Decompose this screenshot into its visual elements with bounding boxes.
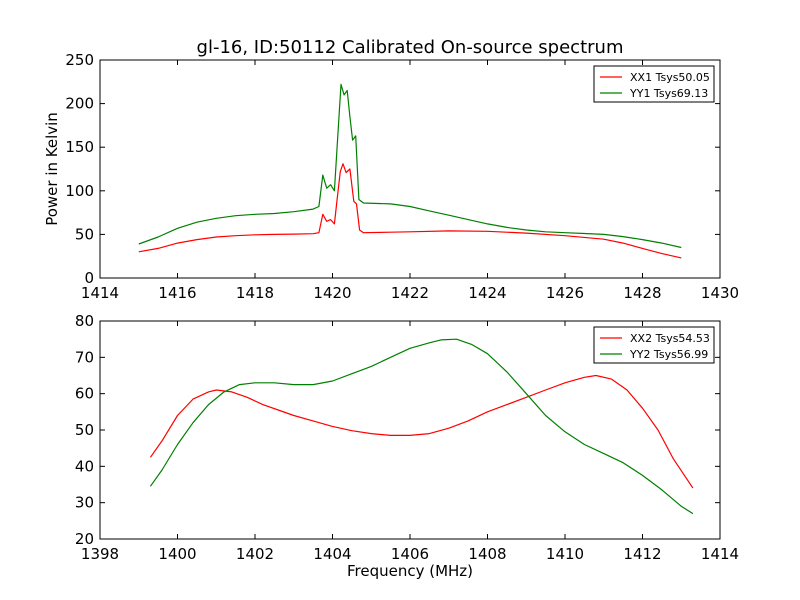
top-x-tick-label: 1418	[236, 284, 274, 302]
top-y-tick-label: 250	[65, 51, 94, 69]
bottom-x-tick-label: 1410	[546, 545, 584, 563]
bottom-series-line-1	[149, 374, 694, 489]
top-legend-label-1: XX1 Tsys50.05	[630, 71, 710, 84]
top-x-tick-label: 1416	[158, 284, 196, 302]
bottom-series-line-2	[149, 338, 694, 515]
bottom-legend-label-2: YY2 Tsys56.99	[629, 348, 708, 361]
bottom-y-ticks: 20 30 40 50 60 70 80	[75, 312, 720, 548]
top-y-axis-label: Power in Kelvin	[43, 112, 61, 226]
top-y-tick-label: 150	[65, 138, 94, 156]
bottom-x-tick-label: 1414	[701, 545, 739, 563]
bottom-x-tick-label: 1400	[158, 545, 196, 563]
top-x-tick-label: 1422	[391, 284, 429, 302]
bottom-legend-box	[593, 326, 715, 364]
bottom-y-tick-label: 60	[75, 385, 94, 403]
top-x-tick-label: 1430	[701, 284, 739, 302]
top-y-tick-label: 0	[84, 269, 94, 287]
bottom-y-tick-label: 40	[75, 457, 94, 475]
top-x-tick-label: 1426	[546, 284, 584, 302]
top-x-tick-label: 1428	[623, 284, 661, 302]
top-y-ticks: 0 50 100 150 200 250	[65, 51, 720, 287]
top-x-tick-label: 1420	[313, 284, 351, 302]
top-y-tick-label: 50	[75, 225, 94, 243]
top-series	[138, 83, 682, 259]
bottom-x-tick-label: 1402	[236, 545, 274, 563]
top-y-tick-label: 200	[65, 95, 94, 113]
top-x-tick-label: 1414	[81, 284, 119, 302]
bottom-legend: XX2 Tsys54.53 YY2 Tsys56.99	[593, 326, 715, 364]
bottom-legend-label-1: XX2 Tsys54.53	[630, 332, 710, 345]
top-series-line-2	[138, 83, 682, 249]
top-legend-box	[593, 65, 715, 103]
bottom-y-tick-label: 50	[75, 421, 94, 439]
top-x-tick-label: 1424	[468, 284, 506, 302]
bottom-y-tick-label: 80	[75, 312, 94, 330]
bottom-x-tick-label: 1404	[313, 545, 351, 563]
bottom-x-tick-label: 1406	[391, 545, 429, 563]
bottom-y-tick-label: 70	[75, 348, 94, 366]
top-plot: 1414 1416 1418 1420 1422 1424 1426 1428 1430 0 50…	[43, 51, 739, 302]
top-y-tick-label: 100	[65, 182, 94, 200]
bottom-x-ticks: 1398 1400 1402 1404 1406 1408 1410 1412 1414	[81, 321, 739, 563]
bottom-series	[149, 338, 694, 515]
bottom-x-axis-label: Frequency (MHz)	[347, 562, 473, 580]
bottom-x-tick-label: 1408	[468, 545, 506, 563]
top-legend-label-2: YY1 Tsys69.13	[629, 87, 708, 100]
top-legend: XX1 Tsys50.05 YY1 Tsys69.13	[593, 65, 715, 103]
bottom-y-tick-label: 20	[75, 530, 94, 548]
bottom-x-tick-label: 1398	[81, 545, 119, 563]
bottom-plot: 1398 1400 1402 1404 1406 1408 1410 1412 1414 20 3…	[75, 312, 739, 580]
top-series-line-1	[138, 163, 682, 259]
figure-title: gl-16, ID:50112 Calibrated On-source spe…	[197, 37, 624, 58]
top-x-ticks: 1414 1416 1418 1420 1422 1424 1426 1428 1430	[81, 60, 739, 302]
bottom-y-tick-label: 30	[75, 494, 94, 512]
bottom-x-tick-label: 1412	[623, 545, 661, 563]
